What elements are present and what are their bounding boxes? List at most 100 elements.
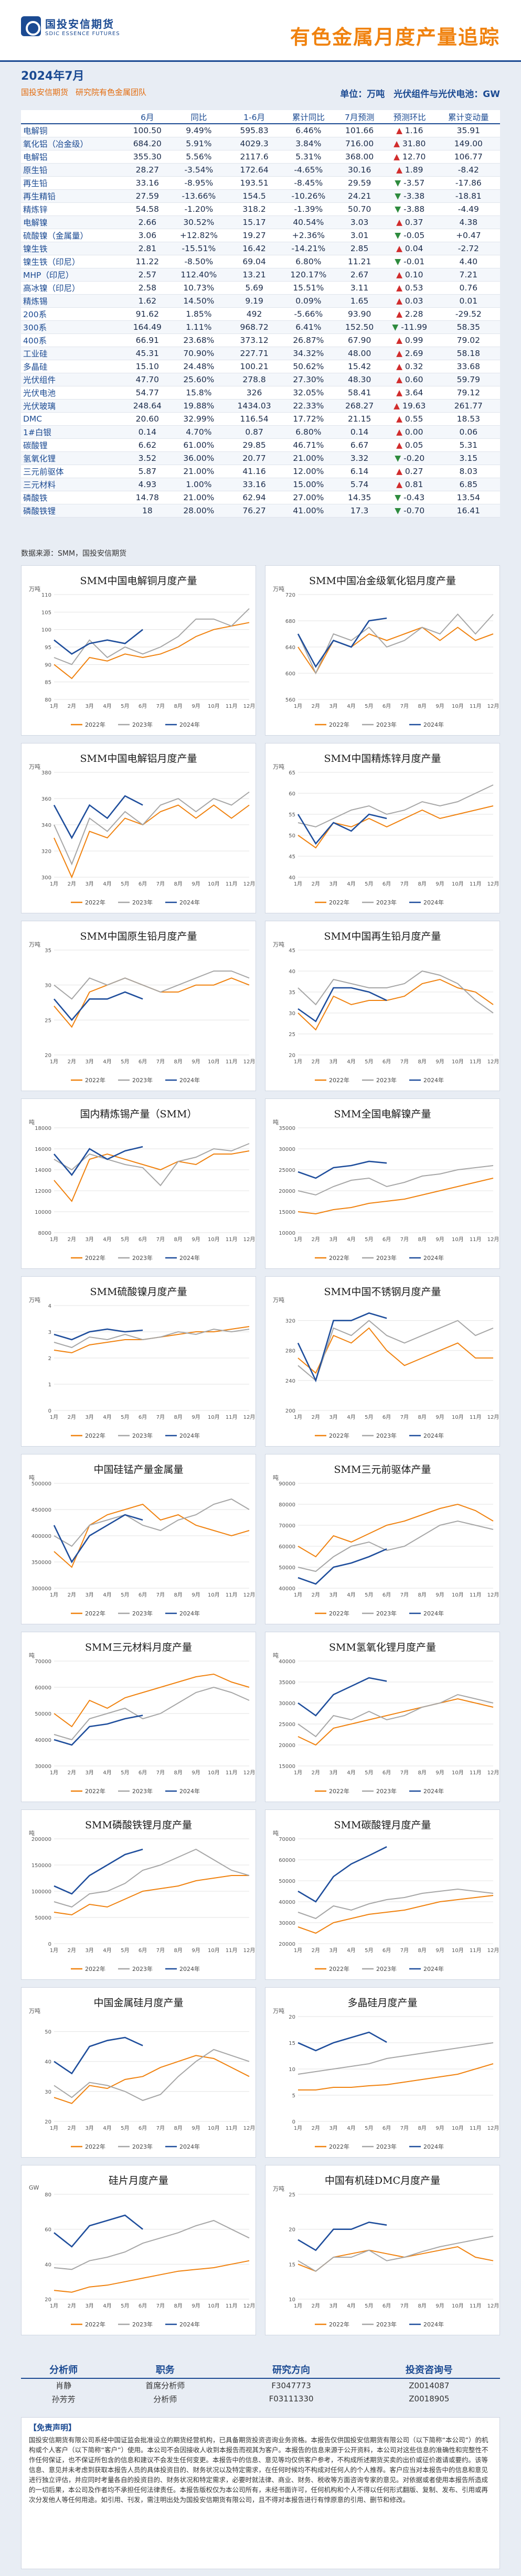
table-cell: 30.52%	[169, 215, 228, 229]
row-label: 镍生铁	[21, 242, 125, 255]
x-tick-label: 11月	[226, 1059, 238, 1065]
table-cell: ▼ -3.57	[382, 176, 437, 190]
x-tick-label: 8月	[174, 1059, 183, 1065]
table-cell: 17.3	[336, 504, 382, 518]
legend-label: 2023年	[376, 721, 397, 728]
chart-unit: 吨	[273, 1830, 279, 1837]
x-tick-label: 1月	[50, 881, 58, 887]
table-cell: 19.27	[228, 229, 281, 242]
y-tick-label: 20	[45, 1053, 51, 1059]
y-tick-label: 600	[285, 671, 295, 677]
x-tick-label: 12月	[243, 1059, 256, 1065]
x-tick-label: 1月	[50, 2303, 58, 2309]
chart-title: 中国金属硅月度产量	[93, 1997, 184, 2009]
x-tick-label: 12月	[243, 2303, 256, 2309]
table-cell: 47.70	[125, 373, 169, 386]
table-cell: 9.19	[228, 294, 281, 308]
chart-unit: 吨	[273, 1119, 279, 1126]
line-chart: SMM三元前驱体产量吨 40000 50000 60000 70000 80000 9000…	[265, 1454, 500, 1624]
table-cell: 2117.6	[228, 150, 281, 164]
chart-title: SMM三元材料月度产量	[85, 1642, 192, 1653]
y-tick-label: 70000	[279, 1837, 295, 1842]
table-cell: 5.91%	[169, 137, 228, 150]
x-tick-label: 2月	[68, 1414, 76, 1420]
x-tick-label: 6月	[139, 1414, 147, 1420]
table-cell: 13.54	[437, 491, 500, 504]
x-tick-label: 5月	[365, 1770, 373, 1776]
row-label: DMC	[21, 412, 125, 426]
x-tick-label: 1月	[50, 1592, 58, 1598]
x-tick-label: 12月	[487, 1414, 499, 1420]
arrow-up-icon: ▲	[396, 348, 405, 358]
row-label: 原生铅	[21, 163, 125, 177]
table-cell: 76.27	[228, 504, 281, 518]
forecast-change: 0.53	[405, 283, 423, 293]
y-tick-label: 50000	[35, 1915, 51, 1921]
chart-svg: 20 25 30 35 1月 2月 3月 4月 5月 6月 7月 8月 9月 10月 11月 12月 2022年…	[45, 948, 256, 1084]
table-row: 镍生铁 2.81 -15.51% 16.42 -14.21% 2.85 ▲ 0.04 -2.7…	[21, 242, 500, 255]
analyst-cell: 孙芳芳	[51, 2394, 76, 2404]
legend-label: 2022年	[85, 1965, 105, 1973]
x-tick-label: 6月	[382, 881, 391, 887]
x-tick-label: 6月	[139, 2303, 147, 2309]
arrow-up-icon: ▲	[396, 361, 405, 371]
y-tick-label: 40000	[35, 1738, 51, 1743]
chart-svg: 15000 20000 25000 30000 35000 40000 1月 2月 3月 4月 5月…	[279, 1659, 499, 1795]
table-row: 高冰镍（印尼） 2.58 10.73% 5.69 15.51% 3.11 ▲ 0.53 0.7…	[21, 281, 500, 295]
series-line-2022年	[297, 1327, 493, 1374]
arrow-up-icon: ▲	[396, 243, 405, 253]
x-tick-label: 7月	[156, 1236, 165, 1243]
x-tick-label: 5月	[121, 1236, 129, 1243]
y-tick-label: 60000	[35, 1685, 51, 1691]
x-tick-label: 6月	[139, 2125, 147, 2131]
table-cell: ▼ -0.05	[382, 229, 437, 242]
x-tick-label: 7月	[156, 2125, 165, 2131]
table-cell: -8.45%	[280, 176, 337, 190]
x-tick-label: 9月	[192, 881, 200, 887]
report-period: 2024年7月	[21, 70, 84, 83]
analyst-header: 投资咨询号	[358, 2361, 500, 2379]
table-cell: ▲ 2.28	[382, 307, 437, 321]
table-header: 同比	[169, 110, 228, 124]
x-tick-label: 9月	[192, 703, 200, 709]
x-tick-label: 12月	[487, 1947, 499, 1954]
table-cell: ▲ 0.00	[382, 425, 437, 439]
row-label: 工业硅	[21, 347, 125, 360]
chart-title: SMM中国不锈钢月度产量	[324, 1286, 441, 1298]
line-chart: 国内精炼锡产量（SMM） 吨 8000 10000 12000 14000 16000 180…	[21, 1098, 256, 1269]
chart-unit: 万吨	[273, 763, 284, 770]
series-line-2024年	[54, 1328, 143, 1341]
table-cell: 67.90	[336, 333, 382, 347]
x-tick-label: 9月	[192, 1770, 200, 1776]
series-line-2024年	[297, 1160, 387, 1179]
legend-label: 2024年	[423, 1432, 444, 1439]
x-tick-label: 10月	[452, 881, 464, 887]
table-cell: 6.67	[336, 438, 382, 452]
legend-label: 2024年	[179, 1254, 200, 1262]
y-tick-label: 5	[292, 2093, 295, 2099]
y-tick-label: 50	[289, 833, 295, 839]
x-tick-label: 3月	[85, 2303, 93, 2309]
y-tick-label: 560	[285, 697, 295, 703]
legend-label: 2023年	[376, 2143, 397, 2150]
table-cell: 3.03	[336, 215, 382, 229]
y-tick-label: 25000	[279, 1168, 295, 1173]
legend-label: 2024年	[423, 721, 444, 728]
table-cell: ▼ -11.99	[382, 320, 437, 334]
x-tick-label: 1月	[294, 1236, 302, 1243]
legend-label: 2023年	[132, 2143, 153, 2150]
x-tick-label: 7月	[156, 1414, 165, 1420]
legend-label: 2023年	[132, 1076, 153, 1084]
x-tick-label: 4月	[103, 1947, 111, 1954]
table-cell: 120.17%	[280, 268, 337, 282]
table-cell: 70.90%	[169, 347, 228, 360]
table-cell: -14.21%	[280, 242, 337, 255]
x-tick-label: 10月	[452, 703, 464, 709]
x-tick-label: 12月	[243, 703, 256, 709]
y-tick-label: 35000	[279, 1680, 295, 1686]
series-line-2022年	[54, 1150, 250, 1202]
series-line-2022年	[297, 1503, 494, 1558]
y-tick-label: 25000	[279, 1722, 295, 1728]
chart-title: SMM中国原生铅月度产量	[80, 931, 197, 942]
x-tick-label: 4月	[347, 881, 355, 887]
